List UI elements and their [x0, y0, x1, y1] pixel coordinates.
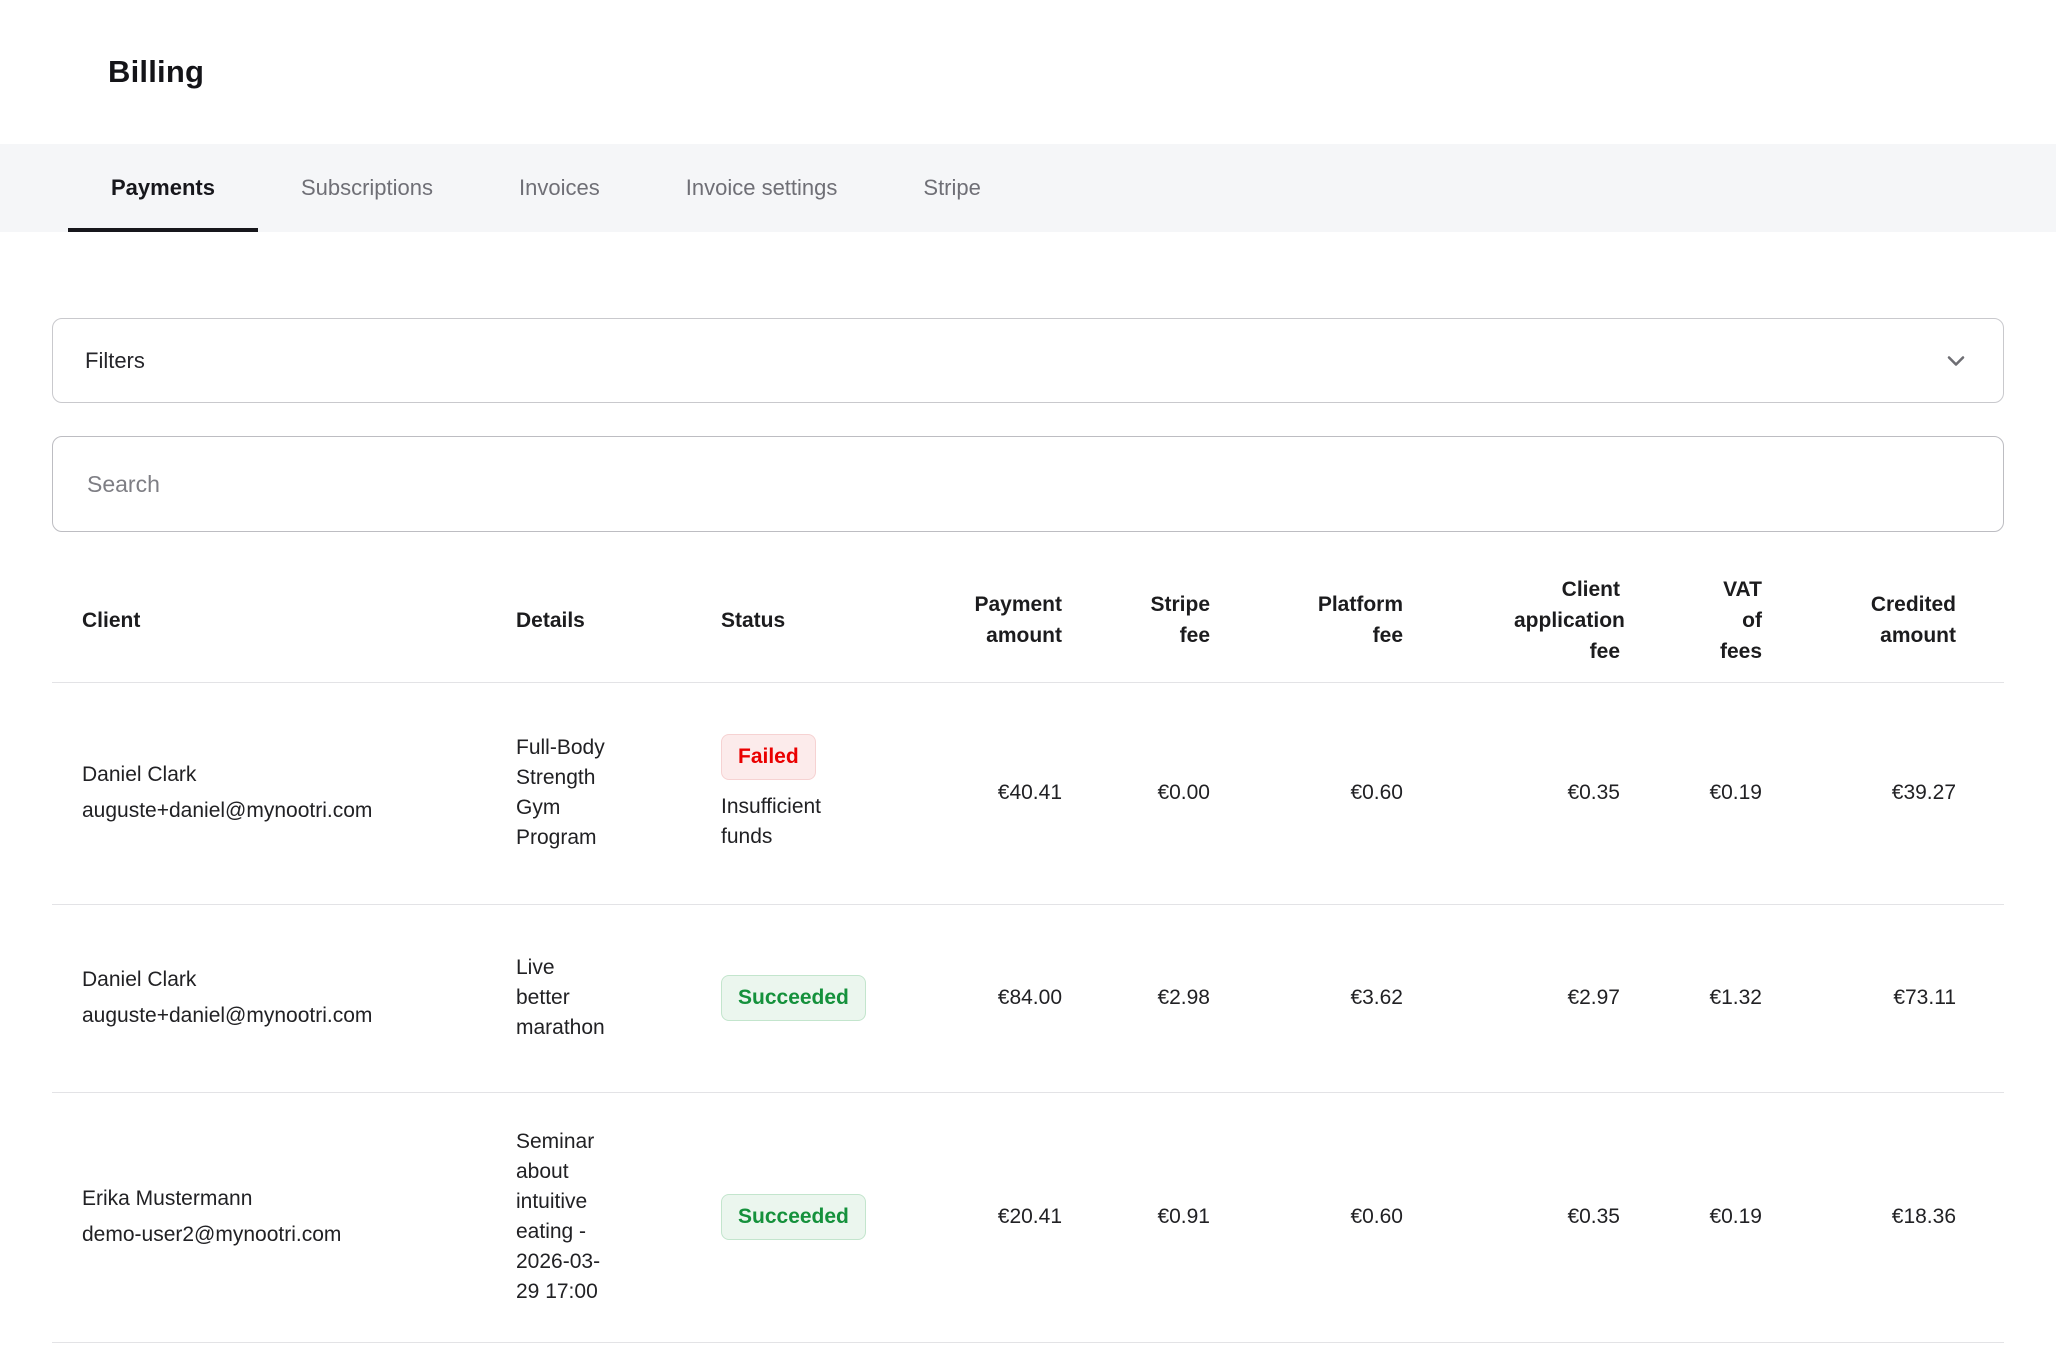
chevron-down-icon [1941, 346, 1971, 376]
tab-payments[interactable]: Payments [68, 144, 258, 232]
status-badge: Succeeded [721, 975, 866, 1021]
table-header-row: Client Details Status Payment amount Str… [52, 559, 2004, 683]
credited-amount-cell: €18.36 [1778, 1092, 2004, 1343]
client-application-fee-cell: €0.35 [1419, 682, 1636, 905]
stripe-fee-cell: €2.98 [1078, 904, 1226, 1093]
vat-of-fees-cell: €0.19 [1636, 1092, 1778, 1343]
filters-accordion[interactable]: Filters [52, 318, 2004, 403]
details-cell: Live better marathon [500, 904, 705, 1093]
page-title: Billing [108, 54, 205, 89]
status-badge: Succeeded [721, 1194, 866, 1240]
column-header-stripe-fee: Stripe fee [1078, 559, 1226, 683]
search-field [52, 436, 2004, 532]
client-email: auguste+daniel@mynootri.com [82, 1004, 373, 1027]
column-header-payment-amount: Payment amount [910, 559, 1078, 683]
payment-details: Live better marathon [516, 956, 605, 1039]
platform-fee-cell: €0.60 [1226, 682, 1419, 905]
column-header-platform-fee: Platform fee [1226, 559, 1419, 683]
status-cell: Succeeded [705, 1092, 910, 1343]
table-row: Daniel Clark auguste+daniel@mynootri.com… [52, 904, 2004, 1093]
stripe-fee-cell: €0.00 [1078, 682, 1226, 905]
details-cell: Seminar about intuitive eating - 2026-03… [500, 1092, 705, 1343]
platform-fee-cell: €3.62 [1226, 904, 1419, 1093]
column-header-client-application-fee: Client application fee [1419, 559, 1636, 683]
status-badge: Failed [721, 734, 816, 780]
status-cell: Succeeded [705, 904, 910, 1093]
page-header: Billing [0, 0, 2056, 144]
platform-fee-cell: €0.60 [1226, 1092, 1419, 1343]
payment-amount-cell: €84.00 [910, 904, 1078, 1093]
tab-strip: Payments Subscriptions Invoices Invoice … [0, 144, 2056, 232]
table-row: Daniel Clark auguste+daniel@mynootri.com… [52, 682, 2004, 905]
credited-amount-cell: €73.11 [1778, 904, 2004, 1093]
details-cell: Full-Body Strength Gym Program [500, 682, 705, 905]
payment-amount-cell: €20.41 [910, 1092, 1078, 1343]
payment-amount-cell: €40.41 [910, 682, 1078, 905]
tab-invoices[interactable]: Invoices [476, 144, 643, 232]
client-email: auguste+daniel@mynootri.com [82, 799, 373, 822]
vat-of-fees-cell: €0.19 [1636, 682, 1778, 905]
client-email: demo-user2@mynootri.com [82, 1223, 342, 1246]
client-cell: Daniel Clark auguste+daniel@mynootri.com [52, 904, 500, 1093]
client-name: Erika Mustermann [82, 1187, 253, 1210]
client-cell: Erika Mustermann demo-user2@mynootri.com [52, 1092, 500, 1343]
client-name: Daniel Clark [82, 763, 197, 786]
content-area: Filters Client Details Status P [0, 318, 2056, 1343]
filters-label: Filters [85, 347, 145, 373]
vat-of-fees-cell: €1.32 [1636, 904, 1778, 1093]
tab-subscriptions[interactable]: Subscriptions [258, 144, 476, 232]
tab-stripe[interactable]: Stripe [880, 144, 1023, 232]
column-header-status: Status [705, 559, 910, 683]
column-header-client: Client [52, 559, 500, 683]
vat-of-fees-cell: €0.35 [1419, 1092, 1636, 1343]
status-cell: Failed Insufficient funds [705, 682, 910, 905]
payment-details: Full-Body Strength Gym Program [516, 736, 605, 849]
payments-table: Client Details Status Payment amount Str… [52, 559, 2004, 1343]
credited-amount-cell: €39.27 [1778, 682, 2004, 905]
status-note: Insufficient funds [721, 795, 822, 848]
client-name: Daniel Clark [82, 968, 197, 991]
stripe-fee-cell: €0.91 [1078, 1092, 1226, 1343]
column-header-vat-of-fees: VAT of fees [1636, 559, 1778, 683]
column-header-credited-amount: Credited amount [1778, 559, 2004, 683]
tab-invoice-settings[interactable]: Invoice settings [643, 144, 881, 232]
client-cell: Daniel Clark auguste+daniel@mynootri.com [52, 682, 500, 905]
client-application-fee-cell: €2.97 [1419, 904, 1636, 1093]
payment-details: Seminar about intuitive eating - 2026-03… [516, 1130, 601, 1303]
table-row: Erika Mustermann demo-user2@mynootri.com… [52, 1092, 2004, 1343]
column-header-details: Details [500, 559, 705, 683]
search-input[interactable] [85, 469, 1971, 499]
